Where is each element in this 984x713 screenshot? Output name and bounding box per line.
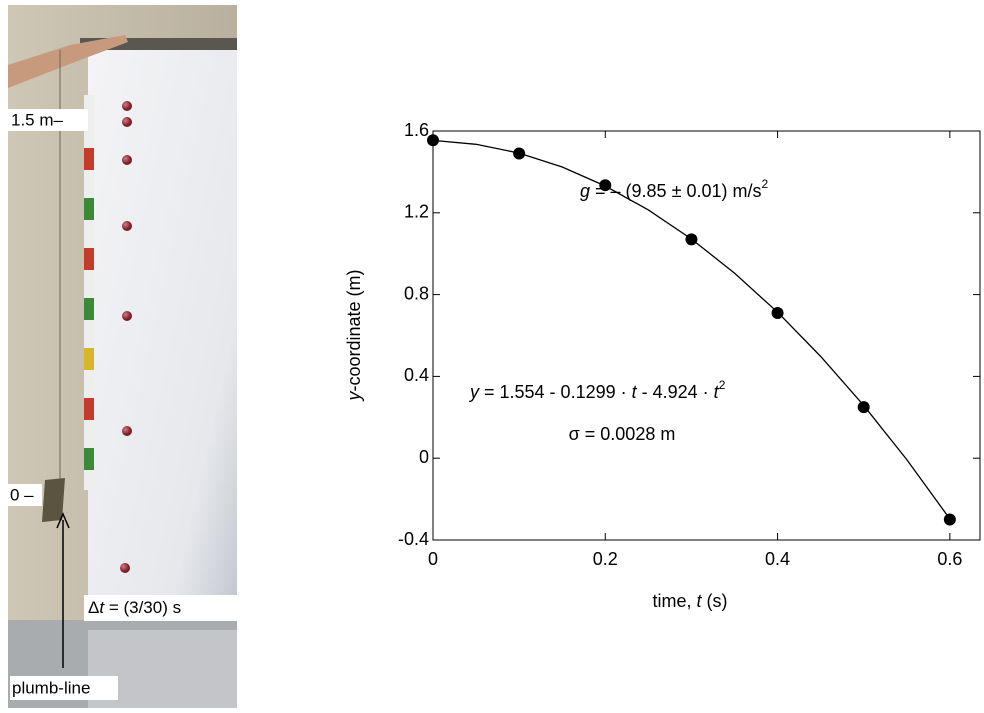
data-point: [943, 513, 956, 526]
x-var: t: [697, 591, 703, 611]
x-rest: time,: [652, 591, 696, 611]
ruler-seg: [84, 298, 94, 320]
y-tick-label: 1.2: [404, 202, 429, 222]
plumb-bob: [42, 478, 65, 522]
y-tick-label: 0: [419, 447, 429, 467]
g: g: [580, 181, 590, 201]
arrow-head: [56, 512, 70, 529]
interval-rest: = (3/30) s: [104, 598, 181, 617]
ruler: [84, 95, 94, 490]
ruler-seg: [84, 398, 94, 420]
x-tick-label: 0.6: [937, 549, 962, 569]
plumb-label: plumb-line: [12, 678, 90, 697]
ball: [122, 155, 132, 165]
y-tick-label: 1.6: [404, 120, 429, 140]
x-tick-label: 0: [428, 549, 438, 569]
ruler-seg: [84, 248, 94, 270]
ball: [122, 311, 132, 321]
g-value: = – (9.85 ± 0.01) m/s: [590, 181, 761, 201]
ball: [122, 221, 132, 231]
label-box: [84, 595, 237, 621]
data-point: [427, 134, 439, 147]
fit-curve: [432, 139, 951, 520]
sup: 2: [761, 177, 768, 191]
height-label: 1.5 m–: [11, 110, 64, 129]
y-tick-label: -0.4: [398, 529, 429, 549]
label-box: [8, 109, 88, 131]
fit-b: - 4.924 ·: [637, 382, 714, 402]
t: t: [632, 382, 638, 402]
plot-frame: [432, 130, 981, 541]
delta: Δ: [88, 598, 99, 617]
ball: [122, 426, 132, 436]
ruler-seg: [84, 448, 94, 470]
zero-label: 0 –: [10, 485, 34, 504]
ball: [122, 101, 132, 111]
data-point: [599, 179, 612, 192]
y-var: y: [344, 391, 364, 403]
ball: [120, 563, 130, 573]
fit-a: = 1.554 - 0.1299 ·: [479, 382, 632, 402]
label-box: [8, 484, 42, 506]
interval-label: Δt = (3/30) s: [88, 598, 181, 617]
ruler-seg: [84, 198, 94, 220]
sup: 2: [719, 378, 726, 392]
arm: [8, 35, 128, 88]
photo: 1.5 m– 0 – Δt = (3/30) s plumb-line: [8, 5, 237, 708]
x-axis-label: time, t (s): [652, 591, 727, 611]
x-tick-label: 0.4: [765, 549, 790, 569]
y-rest: -coordinate (m): [344, 269, 364, 391]
x-tick-label: 0.2: [593, 549, 618, 569]
y-tick-label: 0.4: [404, 365, 429, 385]
y-tick-label: 0.8: [404, 283, 429, 303]
ball: [122, 117, 132, 127]
t: t: [714, 382, 720, 402]
t: t: [99, 598, 105, 617]
fit-annotation: y = 1.554 - 0.1299 · t - 4.924 · t2: [468, 378, 726, 402]
sigma-annotation: σ = 0.0028 m: [569, 424, 676, 444]
g-annotation: g = – (9.85 ± 0.01) m/s2: [580, 177, 768, 201]
y: y: [468, 382, 480, 402]
x-unit: (s): [702, 591, 728, 611]
ruler-seg: [84, 348, 94, 370]
ruler-seg: [84, 148, 94, 170]
label-box: [10, 676, 118, 700]
y-axis-label: y-coordinate (m): [344, 269, 364, 402]
